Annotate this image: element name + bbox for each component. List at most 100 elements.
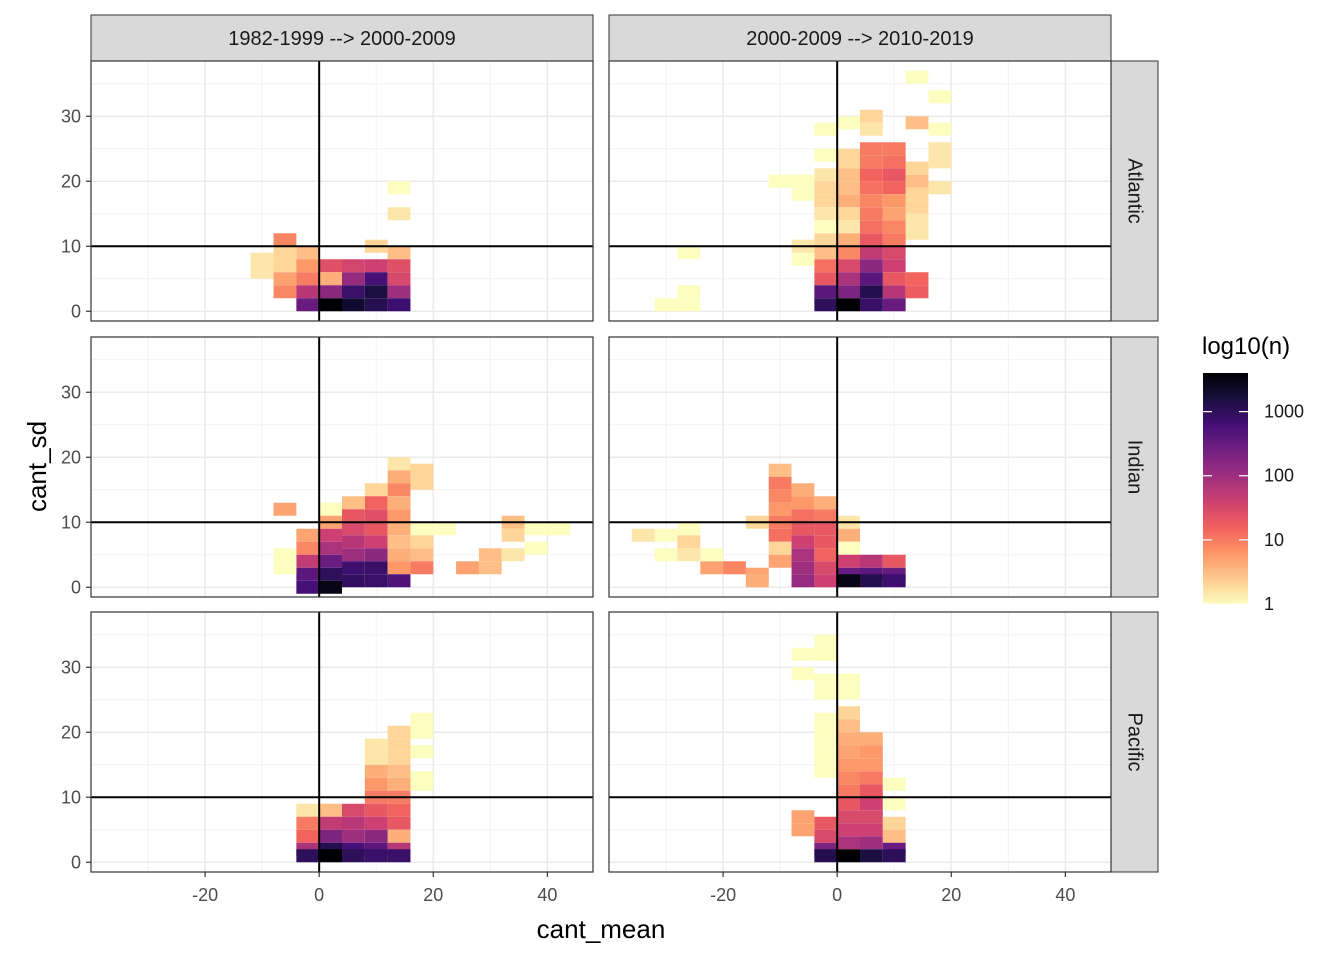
facet-strip-row — [1110, 611, 1159, 873]
heatmap-tile — [791, 548, 815, 562]
heatmap-tile — [364, 522, 388, 536]
heatmap-tile — [860, 554, 883, 568]
heatmap-tile — [342, 829, 365, 843]
heatmap-tile — [882, 207, 906, 221]
heatmap-tile — [387, 738, 411, 752]
heatmap-tile — [768, 502, 792, 516]
heatmap-tile — [768, 174, 792, 188]
heatmap-tile — [837, 272, 860, 286]
heatmap-tile — [273, 246, 297, 260]
heatmap-tile — [837, 528, 860, 542]
heatmap-tile — [837, 706, 860, 720]
heatmap-tile — [433, 522, 457, 536]
heatmap-tile — [273, 548, 297, 562]
heatmap-tile — [837, 220, 860, 234]
heatmap-tile — [928, 90, 952, 104]
heatmap-tile — [364, 849, 388, 863]
x-tick-label: 40 — [1055, 885, 1075, 905]
heatmap-tile — [837, 298, 860, 312]
legend-title: log10(n) — [1202, 333, 1290, 360]
heatmap-tile — [387, 829, 411, 843]
heatmap-tile — [342, 259, 365, 273]
heatmap-tile — [387, 849, 411, 863]
heatmap-tile — [273, 502, 297, 516]
heatmap-tile — [814, 496, 838, 510]
heatmap-tile — [814, 272, 838, 286]
facet-strip-row — [1110, 60, 1159, 322]
heatmap-tile — [837, 745, 860, 759]
heatmap-tile — [768, 554, 792, 568]
panel-atlantic-1: 0 10 20 30 — [61, 60, 594, 322]
heatmap-tile — [860, 784, 883, 798]
legend-label: 10 — [1264, 530, 1284, 550]
panel-border — [90, 336, 594, 598]
heatmap-tile — [319, 528, 342, 542]
heatmap-tile — [814, 509, 838, 523]
heatmap-tile — [837, 784, 860, 798]
x-tick-label: 0 — [832, 885, 842, 905]
heatmap-tile — [342, 496, 365, 510]
heatmap-tile — [364, 574, 388, 588]
heatmap-tile — [882, 777, 906, 791]
x-axis-title: cant_mean — [537, 914, 666, 944]
heatmap-tile — [631, 528, 655, 542]
heatmap-tile — [342, 803, 365, 817]
heatmap-tile — [364, 764, 388, 778]
heatmap-tile — [791, 509, 815, 523]
panel-atlantic-2 — [608, 60, 1112, 322]
heatmap-tile — [342, 522, 365, 536]
heatmap-tile — [387, 548, 411, 562]
heatmap-tile — [677, 246, 701, 260]
heatmap-tile — [342, 535, 365, 549]
heatmap-tile — [387, 535, 411, 549]
heatmap-tile — [928, 155, 952, 169]
heatmap-tile — [364, 777, 388, 791]
heatmap-tile — [387, 470, 411, 484]
heatmap-tile — [296, 554, 320, 568]
heatmap-tile — [387, 246, 411, 260]
heatmap-tile — [768, 489, 792, 503]
heatmap-tile — [273, 272, 297, 286]
panel-border — [608, 611, 1112, 873]
heatmap-tile — [387, 496, 411, 510]
heatmap-tile — [273, 561, 297, 575]
heatmap-tile — [745, 574, 769, 588]
heatmap-tile — [882, 285, 906, 299]
heatmap-tile — [814, 207, 838, 221]
heatmap-tile — [814, 751, 838, 765]
heatmap-tile — [387, 777, 411, 791]
facet-strip-row-label: Indian — [1124, 440, 1146, 495]
heatmap-tile — [364, 285, 388, 299]
heatmap-tile — [837, 246, 860, 260]
heatmap-tile — [837, 541, 860, 555]
heatmap-tile — [654, 298, 678, 312]
facet-strip-row-label: Pacific — [1124, 713, 1146, 772]
heatmap-tile — [342, 561, 365, 575]
heatmap-tile — [387, 751, 411, 765]
y-tick-label: 0 — [71, 577, 81, 597]
heatmap-tile — [319, 580, 342, 594]
heatmap-tile — [837, 797, 860, 811]
heatmap-tile — [814, 194, 838, 208]
heatmap-tile — [296, 816, 320, 830]
heatmap-tile — [791, 535, 815, 549]
heatmap-tile — [882, 194, 906, 208]
heatmap-tile — [860, 732, 883, 746]
heatmap-tile — [837, 259, 860, 273]
heatmap-tile — [860, 285, 883, 299]
heatmap-tile — [837, 836, 860, 850]
heatmap-tile — [410, 522, 434, 536]
heatmap-tile — [342, 574, 365, 588]
heatmap-tile — [837, 810, 860, 824]
heatmap-tile — [410, 548, 434, 562]
legend-colorbar — [1203, 373, 1248, 604]
heatmap-tile — [928, 122, 952, 136]
heatmap-tile — [837, 686, 860, 700]
y-tick-label: 0 — [71, 301, 81, 321]
heatmap-tile — [860, 849, 883, 863]
heatmap-tile — [882, 849, 906, 863]
heatmap-tile — [860, 207, 883, 221]
heatmap-tile — [882, 298, 906, 312]
facet-strip-row — [1110, 336, 1159, 598]
heatmap-tile — [319, 298, 342, 312]
